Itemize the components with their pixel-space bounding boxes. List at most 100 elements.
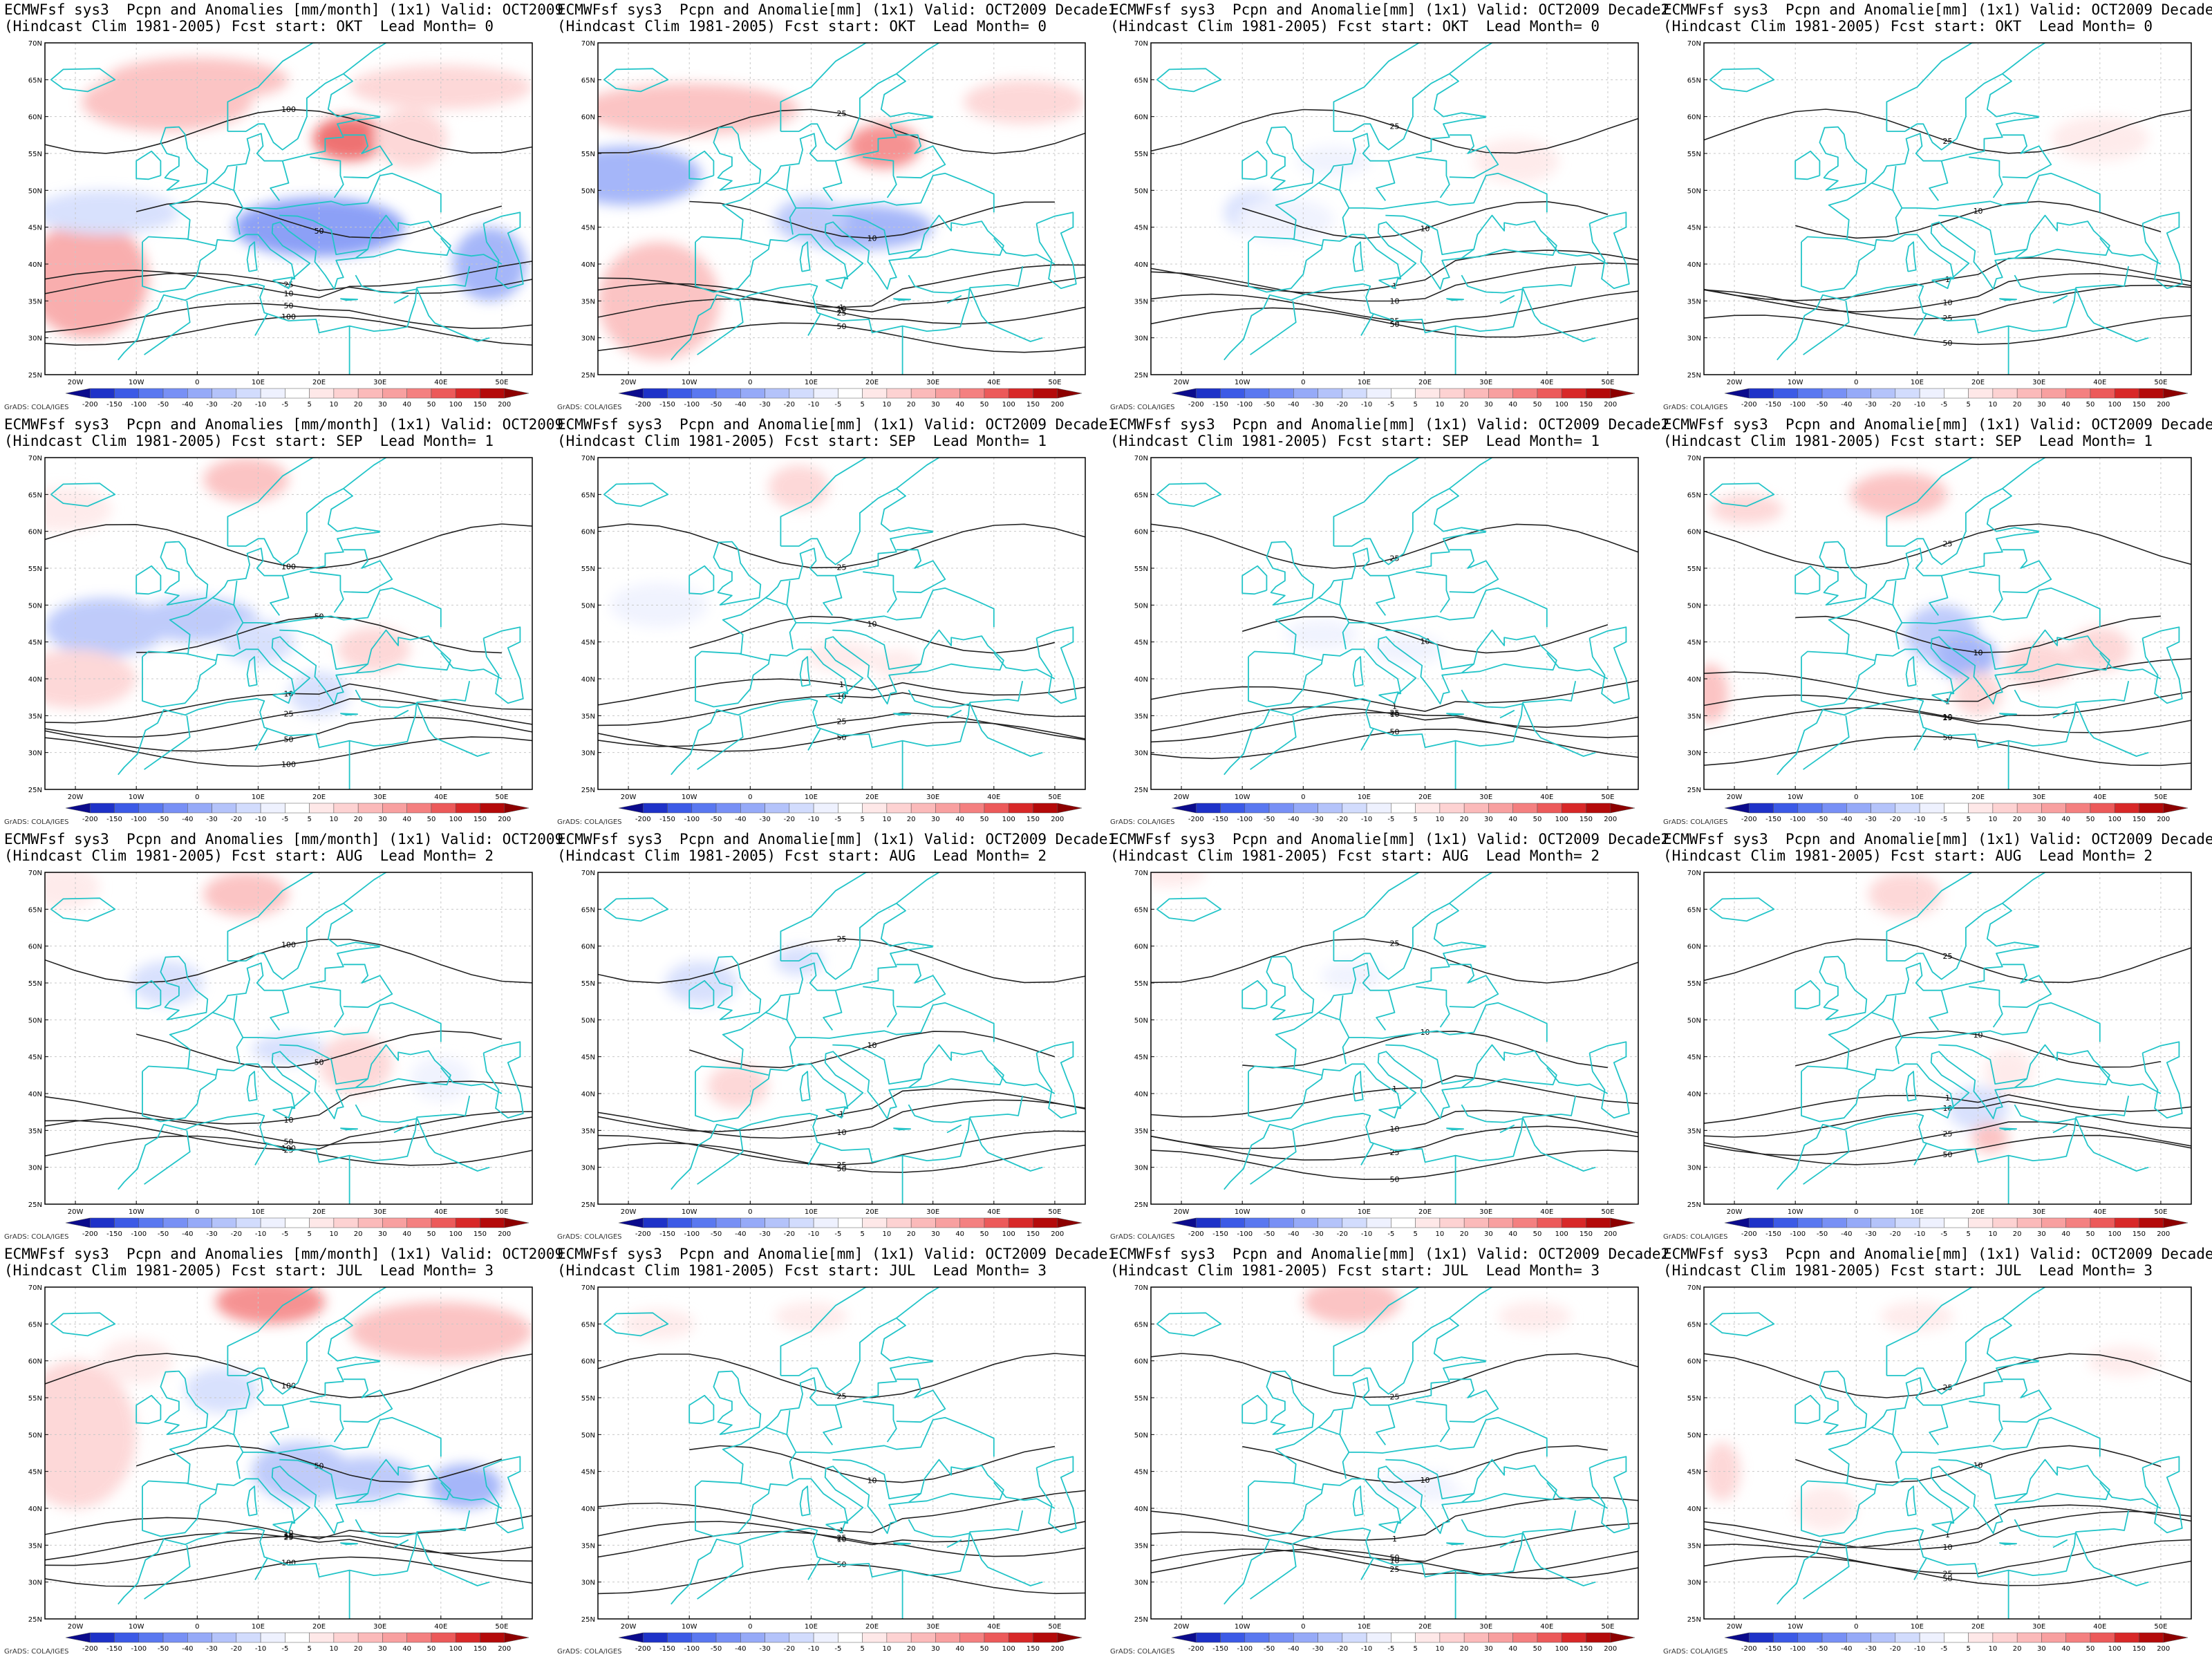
coastline-segment [1499,710,1515,719]
anomaly-colorbar: -200 -150 -100 -50 -40 -30 -20 -10 -5 5 10 20 30 40 50… [65,1217,529,1238]
coastline-segment [1588,1456,1630,1534]
contour-line [45,1353,532,1398]
colorbar-label: 50 [2086,1645,2095,1653]
colorbar-swatch [1366,803,1391,814]
colorbar-swatch [1919,1632,1944,1643]
colorbar-label: 30 [2037,1230,2046,1238]
anomaly-region [1297,146,1371,176]
lat-tick-label: 30N [1687,1580,1701,1587]
contour-line [598,1088,1085,1132]
contour-line [1704,1555,2191,1586]
contour-label: 10 [1943,298,1953,307]
coastline-segment [2075,681,2130,703]
lon-tick-label: 0 [1301,1623,1305,1631]
lon-tick-label: 20W [621,1623,637,1631]
coastline-segment [2099,1067,2162,1094]
colorbar-swatch [838,388,863,399]
coastline-segment [1521,1116,1596,1172]
coastline-segment [1333,458,1493,565]
panel-title-line2: (Hindcast Clim 1981-2005) Fcst start: SE… [1110,433,1600,449]
colorbar-swatch [862,1632,888,1643]
coastline-segment [695,214,1004,293]
colorbar-label: 150 [1580,1230,1593,1238]
colorbar-label: -100 [684,1645,700,1653]
contour-line [1704,1504,2191,1548]
colorbar-label: -50 [711,1645,722,1653]
colorbar-label: 200 [1051,401,1064,409]
anomaly-region [1236,198,1334,242]
lat-tick-label: 55N [581,151,595,158]
lon-tick-label: 40E [1540,794,1553,801]
contour-label: 25 [837,1392,847,1401]
colorbar-label: -5 [1940,401,1947,409]
colorbar-label: -5 [1387,401,1394,409]
colorbar-swatch [643,803,668,814]
coastline-segment [1546,653,1609,679]
coastline-segment [1248,1360,1486,1487]
anomaly-region [429,1464,502,1508]
lon-tick-label: 0 [748,1208,752,1216]
contour-label: 25 [837,717,847,726]
contour-label: 25 [837,935,847,944]
coastline-segment [1352,656,1364,687]
contour-label: 10 [837,1128,847,1137]
colorbar-label: 40 [402,1645,411,1653]
coastlines [603,1287,1077,1619]
coastline-segment [1416,156,1450,198]
contour-line [598,1521,1085,1546]
contour-line [1704,315,2191,346]
precip-anomaly-map: 5025101251070N65N60N55N50N45N40N35N30N25… [1687,455,2192,823]
colorbar-swatch [1318,1632,1343,1643]
coastline-segment [695,1459,1004,1537]
colorbar-swatch [1871,1632,1896,1643]
lat-tick-label: 65N [1134,77,1148,84]
contour-line [1151,712,1638,743]
colorbar-label: 5 [860,1645,864,1653]
map-frame [44,457,533,790]
colorbar-label: 100 [1555,1645,1568,1653]
colorbar-label: -40 [735,816,746,823]
colorbar-swatch [1244,1217,1270,1228]
colorbar-swatch [285,1217,310,1228]
colorbar-label: -20 [231,816,242,823]
coastline-segment [880,73,933,118]
coastline-segment [2074,1531,2149,1586]
colorbar-label: -100 [131,1230,147,1238]
colorbar-swatch [2139,803,2164,814]
colorbar-label: -20 [1337,1645,1348,1653]
colorbar-label: 200 [1604,401,1617,409]
contour-line [1151,262,1638,302]
colorbar-swatch [1919,1217,1944,1228]
colorbar-label: 150 [474,816,487,823]
lon-tick-label: 40E [434,379,447,386]
forecast-panel: ECMWFsf sys3 Pcpn and Anomalie[mm] (1x1)… [1106,415,1669,830]
lat-tick-label: 50N [1687,187,1701,195]
colorbar-label: 150 [1027,1230,1040,1238]
colorbar-label: 200 [498,816,511,823]
coastline-segment [1360,314,1374,336]
colorbar-swatch [114,803,140,814]
colorbar-swatch [910,1632,936,1643]
colorbar-label: 100 [2108,1645,2121,1653]
colorbar-label: 30 [2037,1645,2046,1653]
lat-tick-label: 60N [28,114,42,122]
colorbar-swatch [1944,388,1969,399]
colorbar-swatch [455,388,480,399]
colorbar-label: 150 [474,1645,487,1653]
lon-tick-label: 10W [1235,1623,1250,1631]
coastline-segment [254,1558,268,1580]
lat-tick-label: 50N [581,602,595,610]
coastline-segment [1931,1521,1952,1534]
coastline-segment [416,1510,471,1533]
coastline-segment [893,713,911,716]
colorbar-label: -100 [684,1230,700,1238]
colorbar-label: 50 [427,401,436,409]
lat-tick-label: 40N [28,676,42,684]
lon-tick-label: 30E [2032,379,2045,386]
coastline-segment [1845,1067,1875,1076]
colorbar-swatch [212,803,237,814]
coastline-segment [160,1370,209,1436]
colorbar-swatch [2041,803,2066,814]
colorbar-label: -10 [255,1230,266,1238]
